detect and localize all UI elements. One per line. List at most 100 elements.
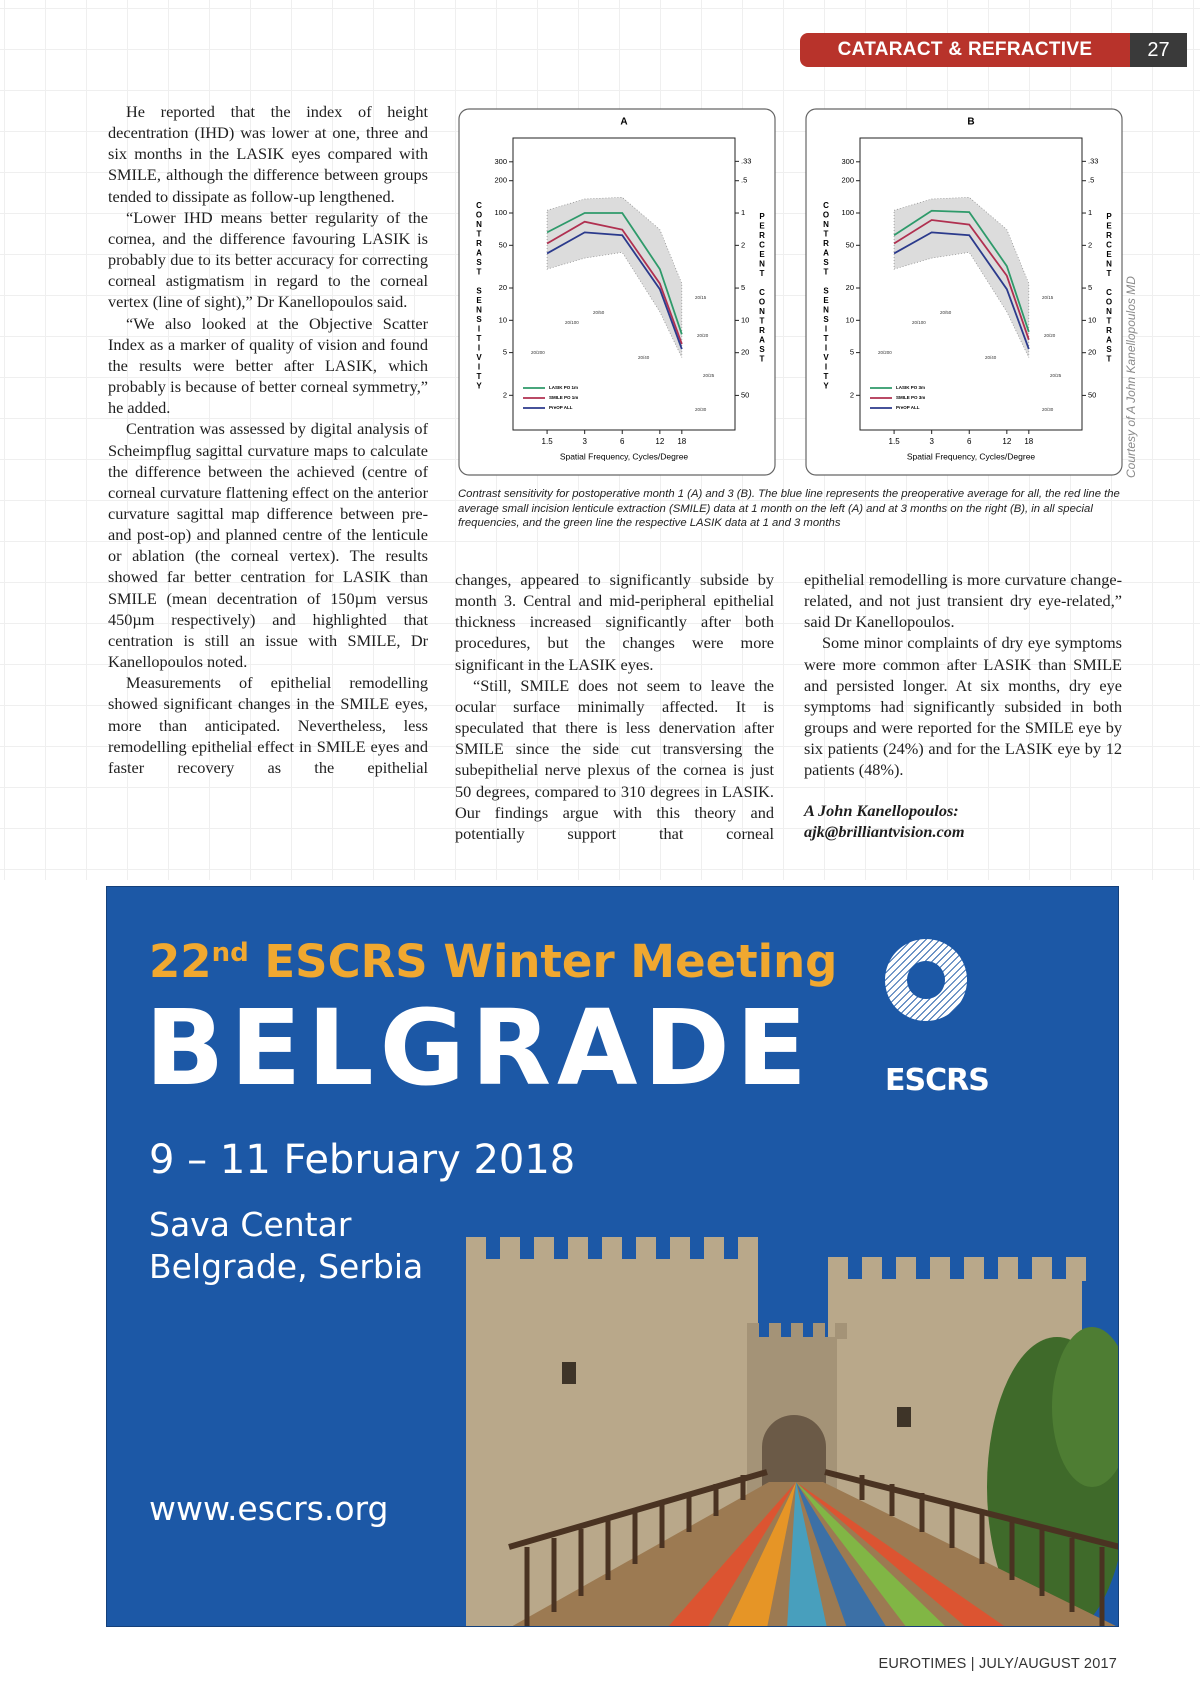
bridge-stripe	[668, 1482, 796, 1626]
x-tick-label: 6	[967, 437, 972, 446]
merlon	[738, 1237, 758, 1261]
y2-tick-label: 5	[741, 283, 745, 292]
bridge-stripe	[796, 1482, 1005, 1626]
acuity-label: 20/25	[703, 373, 715, 378]
y2-tick-label: 5	[1088, 283, 1092, 292]
merlon	[670, 1237, 690, 1261]
window	[897, 1407, 911, 1427]
ad-city: BELGRADE	[145, 987, 813, 1109]
paragraph: “We also looked at the Objective Scatter…	[108, 313, 428, 418]
y-tick-label: 20	[846, 283, 854, 292]
x-tick-label: 3	[582, 437, 587, 446]
merlon	[747, 1323, 759, 1339]
x-tick-label: 3	[929, 437, 934, 446]
x-axis-label: Spatial Frequency, Cycles/Degree	[560, 451, 689, 461]
acuity-label: 20/25	[1050, 373, 1062, 378]
data-line	[546, 231, 683, 350]
y2-tick-label: 50	[1088, 390, 1096, 399]
merlon	[769, 1323, 781, 1339]
y-tick-label: 100	[494, 208, 507, 217]
x-tick-label: 6	[620, 437, 625, 446]
y2-axis-label: PERCENT CONTRAST	[1105, 212, 1114, 364]
x-tick-label: 12	[655, 437, 664, 446]
x-tick-label: 1.5	[542, 437, 554, 446]
merlon	[896, 1257, 916, 1281]
y-tick-label: 10	[846, 315, 854, 324]
y2-tick-label: 2	[741, 240, 745, 249]
bridge-stripe	[796, 1482, 945, 1626]
plot-frame	[859, 137, 1083, 431]
logo-stripe	[885, 939, 968, 1022]
advertisement: 22nd ESCRS Winter Meeting BELGRADE 9 – 1…	[106, 886, 1119, 1627]
legend-label: PreOP ALL	[549, 405, 573, 410]
legend-label: LASIK PO 3m	[896, 385, 925, 390]
merlon	[568, 1237, 588, 1261]
logo-stripe	[885, 939, 952, 1022]
acuity-label: 20/50	[940, 310, 952, 315]
acuity-label: 20/20	[697, 333, 709, 338]
acuity-label: 20/200	[531, 350, 545, 355]
y2-tick-label: .33	[741, 156, 751, 165]
data-line	[893, 219, 1030, 340]
chart-title: B	[967, 117, 974, 128]
acuity-label: 20/40	[985, 355, 997, 360]
photo-credit: Courtesy of A John Kanellopoulos MD	[1124, 276, 1138, 478]
acuity-label: 20/20	[1044, 333, 1056, 338]
y-tick-label: 200	[841, 176, 854, 185]
x-axis-label: Spatial Frequency, Cycles/Degree	[907, 451, 1036, 461]
author-name: A John Kanellopoulos:	[804, 801, 959, 820]
y-tick-label: 2	[503, 390, 507, 399]
logo-stripe	[905, 939, 968, 1022]
merlon	[500, 1237, 520, 1261]
logo-stripe	[891, 939, 968, 1022]
normal-range-band	[546, 196, 683, 358]
merlon	[1066, 1257, 1086, 1281]
y2-tick-label: 10	[741, 315, 749, 324]
window	[562, 1362, 576, 1384]
ad-url: www.escrs.org	[149, 1489, 389, 1528]
section-header: CATARACT & REFRACTIVE	[800, 33, 1130, 67]
y2-axis-label: PERCENT CONTRAST	[758, 212, 767, 364]
paragraph: Some minor complaints of dry eye symptom…	[804, 633, 1122, 780]
y2-tick-label: 1	[1088, 208, 1092, 217]
merlon	[466, 1237, 486, 1261]
y-tick-label: 200	[494, 176, 507, 185]
logo-stripe	[912, 939, 968, 1022]
y-tick-label: 300	[494, 157, 507, 166]
footer: EUROTIMES | JULY/AUGUST 2017	[878, 1656, 1117, 1672]
paragraph: “Lower IHD means better regularity of th…	[108, 207, 428, 312]
author-email: ajk@brilliantvision.com	[804, 822, 965, 842]
merlon	[835, 1323, 847, 1339]
paragraph: Measurements of epithelial remodelling s…	[108, 673, 428, 777]
page-number: 27	[1130, 33, 1187, 67]
acuity-label: 20/50	[593, 310, 605, 315]
text-column: changes, appeared to significantly subsi…	[455, 569, 774, 844]
legend-label: SMILE PO 3m	[896, 395, 925, 400]
merlon	[704, 1237, 724, 1261]
data-line	[546, 212, 683, 335]
x-tick-label: 12	[1002, 437, 1011, 446]
bridge-stripe	[727, 1482, 796, 1626]
railing	[824, 1469, 1118, 1550]
merlon	[636, 1237, 656, 1261]
y-tick-label: 2	[850, 390, 854, 399]
signature: A John Kanellopoulos: ajk@brilliantvisio…	[804, 800, 965, 842]
merlon	[602, 1237, 622, 1261]
logo-stripe	[885, 939, 959, 1022]
y-axis-label: CONTRAST SENSITIVITY	[822, 201, 831, 391]
logo-stripe	[885, 939, 966, 1022]
legend-label: LASIK PO 1m	[549, 385, 578, 390]
y-tick-label: 300	[841, 157, 854, 166]
y-tick-label: 5	[850, 348, 854, 357]
y2-tick-label: 50	[741, 390, 749, 399]
logo-text: ESCRS	[885, 1063, 990, 1098]
ad-dates: 9 – 11 February 2018	[149, 1137, 576, 1183]
bridge-deck	[512, 1482, 1116, 1626]
y-axis-label: CONTRAST SENSITIVITY	[475, 201, 484, 391]
ad-title-number: 22	[149, 935, 212, 988]
merlon	[930, 1257, 950, 1281]
y-tick-label: 20	[499, 283, 507, 292]
